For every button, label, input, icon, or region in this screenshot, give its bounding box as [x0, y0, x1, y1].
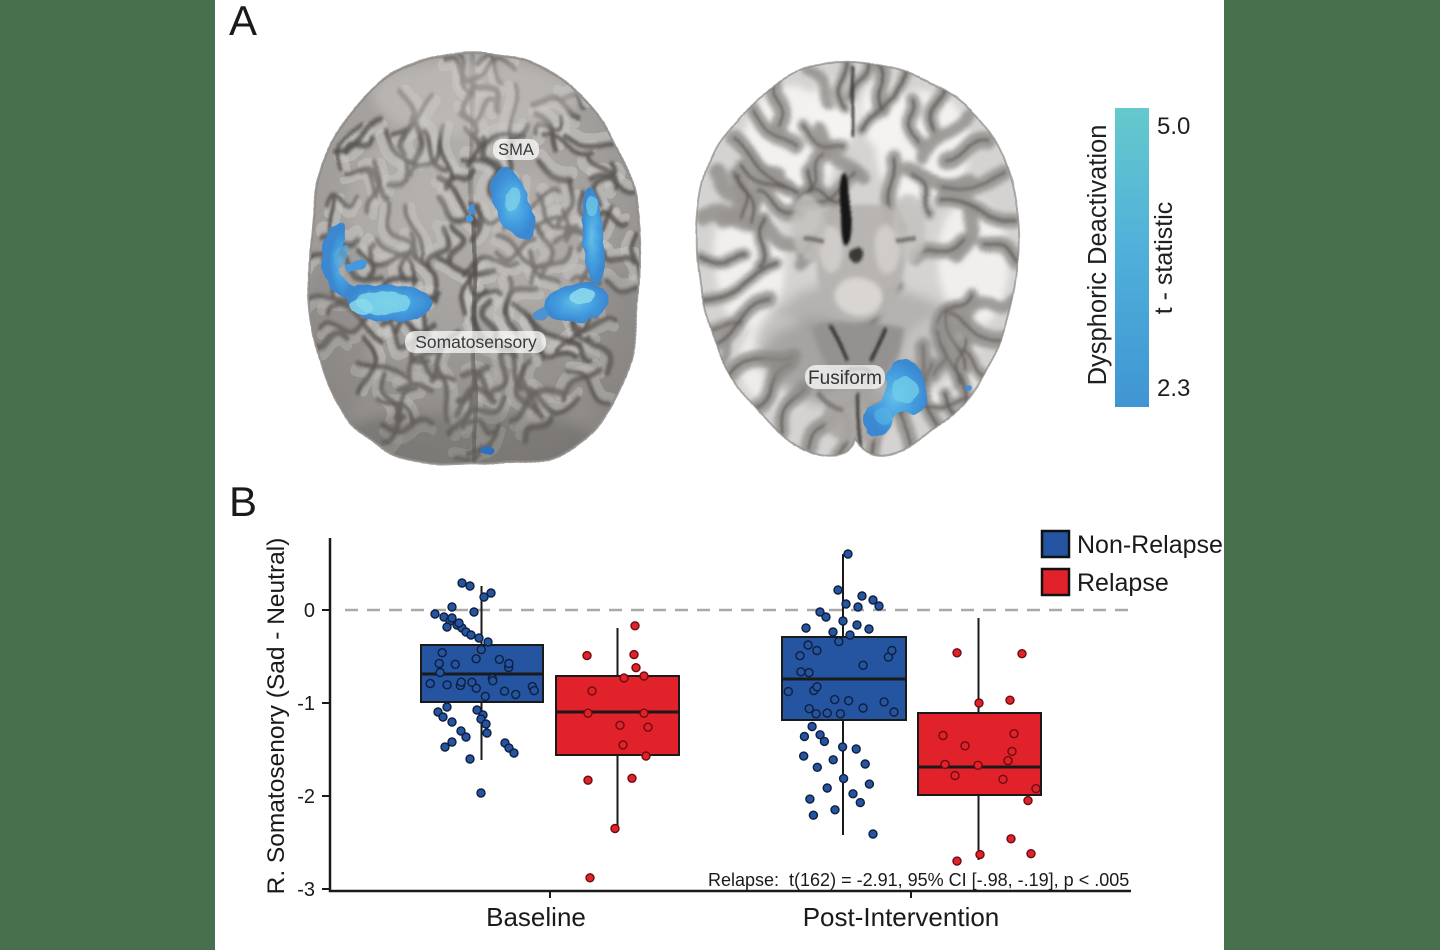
svg-text:Baseline: Baseline — [486, 902, 586, 932]
svg-text:2.3: 2.3 — [1157, 375, 1190, 402]
svg-text:Relapse: t(162) = -2.91, 95%: Relapse: t(162) = -2.91, 95% CI [-.98, -… — [708, 870, 1129, 890]
svg-text:0: 0 — [304, 600, 315, 622]
svg-text:Dysphoric Deactivation: Dysphoric Deactivation — [1084, 125, 1112, 386]
svg-text:Post-Intervention: Post-Intervention — [803, 902, 1000, 932]
svg-text:R. Somatosenory (Sad - Neutral: R. Somatosenory (Sad - Neutral) — [263, 538, 290, 895]
svg-text:t - statistic: t - statistic — [1150, 202, 1178, 315]
svg-text:-2: -2 — [297, 786, 315, 808]
svg-text:A: A — [229, 0, 257, 44]
svg-text:Non-Relapse: Non-Relapse — [1077, 531, 1223, 559]
svg-text:SMA: SMA — [498, 141, 534, 159]
svg-text:Fusiform: Fusiform — [808, 368, 882, 389]
svg-text:B: B — [229, 478, 257, 525]
svg-text:-3: -3 — [297, 879, 315, 901]
svg-text:5.0: 5.0 — [1157, 113, 1190, 140]
svg-text:-1: -1 — [297, 693, 315, 715]
svg-text:Somatosensory: Somatosensory — [415, 332, 537, 352]
svg-text:Relapse: Relapse — [1077, 569, 1169, 597]
